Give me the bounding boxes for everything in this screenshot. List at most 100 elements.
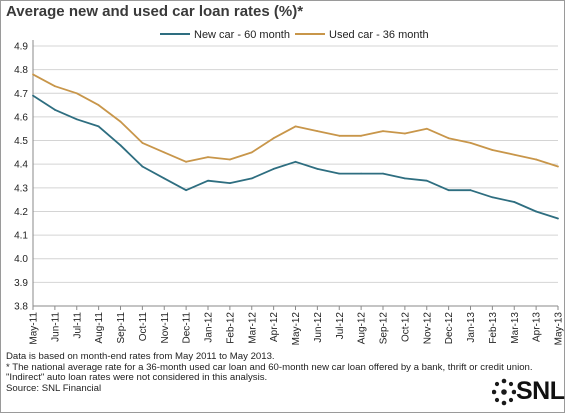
data-point bbox=[163, 177, 166, 180]
x-tick-label: Feb-13 bbox=[488, 312, 499, 344]
y-tick-label: 4.1 bbox=[14, 231, 28, 242]
data-point bbox=[447, 137, 450, 140]
data-point bbox=[557, 165, 559, 168]
footnote-data-basis: Data is based on month-end rates from Ma… bbox=[6, 351, 275, 362]
data-point bbox=[491, 149, 494, 151]
x-tick-label: Jun-11 bbox=[50, 312, 61, 342]
data-point bbox=[250, 151, 253, 154]
data-point bbox=[469, 142, 472, 144]
series-line-used-car bbox=[32, 73, 559, 168]
data-point bbox=[557, 217, 559, 220]
data-point bbox=[207, 179, 209, 182]
y-tick-label: 4.4 bbox=[14, 160, 28, 171]
x-tick-label: Apr-13 bbox=[532, 312, 543, 342]
data-point bbox=[207, 156, 209, 158]
x-tick-label: Feb-12 bbox=[225, 312, 236, 344]
y-tick-label: 4.3 bbox=[14, 183, 28, 194]
footnote-indirect: "Indirect" auto loan rates were not cons… bbox=[6, 372, 268, 384]
data-point bbox=[338, 134, 341, 137]
data-point bbox=[360, 172, 363, 175]
data-point bbox=[185, 160, 188, 163]
data-point bbox=[228, 182, 231, 184]
data-point bbox=[513, 153, 516, 156]
data-point bbox=[119, 144, 122, 147]
line-chart: 4.94.84.74.64.54.44.34.24.14.03.93.8May-… bbox=[14, 29, 565, 346]
y-tick-label: 4.5 bbox=[14, 136, 28, 147]
x-tick-label: Mar-13 bbox=[510, 312, 521, 344]
data-point bbox=[425, 179, 428, 182]
data-point bbox=[97, 104, 100, 106]
data-point bbox=[141, 165, 144, 168]
footnote-definition: * The national average rate for a 36-mon… bbox=[6, 361, 533, 373]
data-point bbox=[535, 158, 538, 161]
chart-title: Average new and used car loan rates (%)* bbox=[6, 3, 304, 20]
y-tick-label: 3.8 bbox=[14, 302, 28, 313]
x-tick-label: Oct-11 bbox=[138, 312, 149, 342]
snl-logo-mark-icon bbox=[491, 378, 517, 406]
x-tick-label: Dec-12 bbox=[444, 312, 455, 345]
x-tick-label: Jan-13 bbox=[466, 312, 477, 343]
data-point bbox=[272, 168, 275, 170]
footnotes: Data is based on month-end rates from Ma… bbox=[6, 351, 533, 394]
data-point bbox=[316, 168, 319, 170]
x-tick-label: May-11 bbox=[29, 312, 40, 345]
data-point bbox=[403, 177, 406, 180]
y-tick-label: 4.8 bbox=[14, 65, 28, 76]
data-point bbox=[513, 201, 516, 203]
x-tick-label: Mar-12 bbox=[247, 312, 258, 344]
data-point bbox=[250, 177, 253, 180]
data-point bbox=[425, 127, 428, 130]
x-tick-label: Jul-12 bbox=[335, 312, 346, 340]
x-tick-label: Jan-12 bbox=[204, 312, 215, 343]
y-tick-label: 4.2 bbox=[14, 207, 28, 218]
data-point bbox=[75, 92, 78, 95]
data-point bbox=[403, 132, 406, 135]
x-tick-label: Sep-11 bbox=[116, 312, 127, 344]
x-tick-label: Jul-11 bbox=[72, 312, 83, 339]
snl-logo: SNL bbox=[491, 376, 565, 408]
x-tick-label: Nov-11 bbox=[160, 312, 171, 344]
data-point bbox=[338, 172, 341, 175]
data-point bbox=[491, 196, 494, 199]
x-tick-label: Oct-12 bbox=[400, 312, 411, 342]
x-tick-label: Apr-12 bbox=[269, 312, 280, 342]
data-point bbox=[360, 134, 363, 137]
data-point bbox=[119, 120, 122, 123]
data-point bbox=[75, 118, 78, 121]
x-tick-label: Aug-12 bbox=[357, 312, 368, 345]
data-point bbox=[141, 142, 144, 144]
y-tick-label: 4.6 bbox=[14, 112, 28, 123]
data-point bbox=[382, 130, 384, 132]
data-point bbox=[32, 73, 34, 76]
data-point bbox=[469, 189, 472, 192]
x-tick-label: May-12 bbox=[291, 312, 302, 346]
data-point bbox=[294, 160, 297, 163]
x-tick-label: Dec-11 bbox=[182, 312, 193, 344]
data-point bbox=[32, 94, 34, 97]
legend-label-new-car: New car - 60 month bbox=[194, 29, 290, 41]
data-point bbox=[316, 130, 319, 132]
data-point bbox=[447, 189, 450, 192]
y-tick-label: 4.7 bbox=[14, 89, 28, 100]
data-point bbox=[97, 125, 100, 128]
y-tick-label: 4.9 bbox=[14, 42, 28, 53]
data-point bbox=[185, 189, 188, 192]
x-tick-label: Sep-12 bbox=[379, 312, 390, 345]
data-point bbox=[382, 172, 384, 175]
data-point bbox=[228, 158, 231, 161]
legend-label-used-car: Used car - 36 month bbox=[329, 29, 429, 41]
data-point bbox=[163, 151, 166, 154]
x-tick-label: May-13 bbox=[554, 312, 565, 346]
data-point bbox=[294, 125, 297, 128]
data-point bbox=[272, 137, 275, 140]
snl-logo-text: SNL bbox=[516, 377, 565, 405]
x-tick-label: Nov-12 bbox=[422, 312, 433, 345]
data-point bbox=[535, 210, 538, 213]
footnote-source: Source: SNL Financial bbox=[6, 382, 102, 394]
data-point bbox=[53, 85, 56, 88]
x-tick-label: Jun-12 bbox=[313, 312, 324, 343]
x-tick-label: Aug-11 bbox=[94, 312, 105, 344]
y-tick-label: 4.0 bbox=[14, 254, 28, 265]
y-tick-label: 3.9 bbox=[14, 278, 28, 289]
